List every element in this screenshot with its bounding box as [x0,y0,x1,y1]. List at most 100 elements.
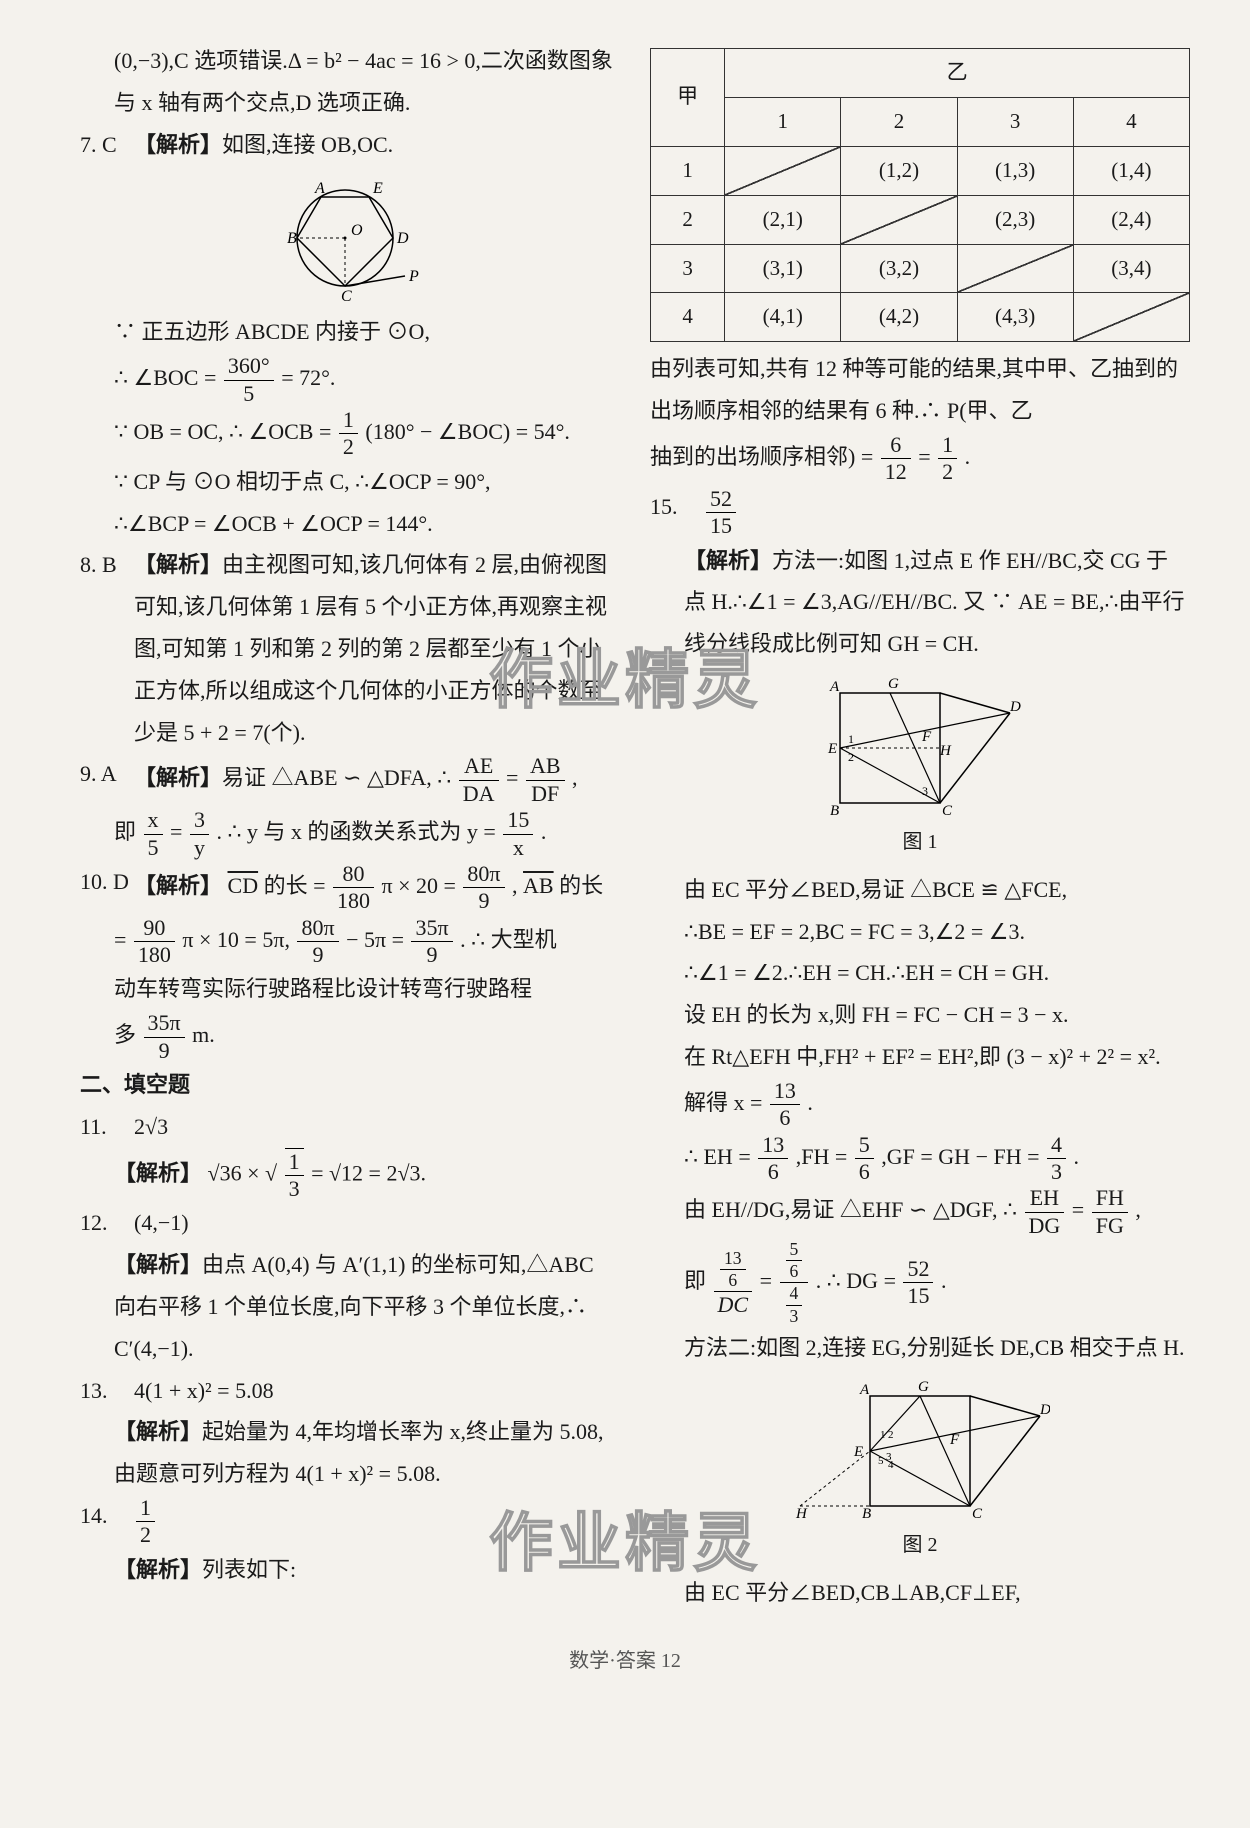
q12: 12. (4,−1) [80,1202,620,1244]
q7d-pre: ∵ OB = OC, ∴ ∠OCB = [114,419,337,444]
q15-c: ∴BE = EF = 2,BC = FC = 3,∠2 = ∠3. [650,911,1190,953]
svg-text:C: C [341,288,352,303]
q7-tag: 【解析】 [134,132,222,157]
q11-exp: 【解析】 √36 × √ 13 = √12 = 2√3. [80,1148,620,1203]
q7-line-b: ∵ 正五边形 ABCDE 内接于 ⊙O, [80,311,620,353]
q9-b: 即 x5 = 3y . ∴ y 与 x 的函数关系式为 y = 15x . [80,807,620,861]
q7-text-a: 如图,连接 OB,OC. [222,132,393,157]
q14: 14. 12 [80,1495,620,1549]
q8-body: 由主视图可知,该几何体有 2 层,由俯视图可知,该几何体第 1 层有 5 个小正… [134,552,607,744]
q7-num: 7. C [80,124,134,166]
q15-f: 在 Rt△EFH 中,FH² + EF² = EH²,即 (3 − x)² + … [650,1036,1190,1078]
fig1-caption: 图 1 [650,823,1190,861]
q10-num: 10. D [80,861,134,915]
q9: 9. A 【解析】易证 △ABE ∽ △DFA, ∴ AEDA = ABDF , [80,753,620,807]
q10-c: 动车转弯实际行驶路程比设计转弯行驶路程 [80,968,620,1010]
svg-text:B: B [862,1506,871,1522]
svg-text:P: P [408,268,419,285]
left-column: (0,−3),C 选项错误.Δ = b² − 4ac = 16 > 0,二次函数… [80,40,620,1614]
q15-k: 方法二:如图 2,连接 EG,分别延长 DE,CB 相交于点 H. [650,1327,1190,1369]
q9-tag: 【解析】 [134,765,222,790]
q7: 7. C 【解析】如图,连接 OB,OC. [80,124,620,166]
q15-figure-2: A G D E F B C H 12 534 图 2 [650,1376,1190,1564]
q7d-post: (180° − ∠BOC) = 54°. [365,419,570,444]
svg-text:H: H [939,743,952,759]
svg-text:A: A [829,679,840,695]
svg-text:3: 3 [922,784,928,798]
q13-num: 13. [80,1370,134,1412]
q7-line-c: ∴ ∠BOC = 360°5 = 72°. [80,353,620,407]
q7-line-f: ∴∠BCP = ∠OCB + ∠OCP = 144°. [80,503,620,545]
svg-text:H: H [795,1506,808,1522]
q15-e: 设 EH 的长为 x,则 FH = FC − CH = 3 − x. [650,994,1190,1036]
q9a-pre: 易证 △ABE ∽ △DFA, ∴ [222,765,457,790]
q15-h: ∴ EH = 136 ,FH = 56 ,GF = GH − FH = 43 . [650,1132,1190,1186]
svg-text:O: O [351,222,363,239]
q14-num: 14. [80,1495,134,1549]
svg-text:E: E [827,741,837,757]
fig2-caption: 图 2 [650,1526,1190,1564]
q8: 8. B 【解析】由主视图可知,该几何体有 2 层,由俯视图可知,该几何体第 1… [80,544,620,753]
q15-j: 即 136 DC = 56 43 . ∴ DG = 5215 . [650,1239,1190,1326]
svg-text:E: E [372,180,383,197]
q13: 13. 4(1 + x)² = 5.08 [80,1370,620,1412]
q10-d: 多 35π9 m. [80,1010,620,1064]
q15-num: 15. [650,486,704,540]
svg-text:D: D [1009,699,1021,715]
q7-figure: A E B D C O P [80,173,620,303]
q8-tag: 【解析】 [134,552,222,577]
svg-text:F: F [921,729,932,745]
page-footer: 数学·答案 12 [0,1644,1250,1673]
q14-exp: 【解析】列表如下: [80,1549,620,1591]
table-after-2: 抽到的出场顺序相邻) = 612 = 12 . [650,432,1190,486]
probability-table: 甲乙12341(1,2)(1,3)(1,4)2(2,1)(2,3)(2,4)3(… [650,48,1190,342]
page: 作业精灵 (0,−3),C 选项错误.Δ = b² − 4ac = 16 > 0… [0,0,1250,1644]
svg-text:2: 2 [888,1429,894,1441]
section-2-heading: 二、填空题 [80,1064,620,1106]
q13-ans: 4(1 + x)² = 5.08 [134,1370,620,1412]
q15-g: 解得 x = 136 . [650,1078,1190,1132]
q7c-post: = 72°. [281,365,335,390]
svg-text:C: C [942,803,953,819]
svg-text:B: B [287,230,297,247]
q7-line-e: ∵ CP 与 ⊙O 相切于点 C, ∴∠OCP = 90°, [80,461,620,503]
svg-text:G: G [888,676,899,692]
q12-ans: (4,−1) [134,1202,620,1244]
q12-exp: 【解析】由点 A(0,4) 与 A′(1,1) 的坐标可知,△ABC 向右平移 … [80,1244,620,1369]
q12-num: 12. [80,1202,134,1244]
svg-text:A: A [859,1382,870,1398]
q9-num: 9. A [80,753,134,807]
q15-b: 由 EC 平分∠BED,易证 △BCE ≌ △FCE, [650,869,1190,911]
svg-text:D: D [396,230,409,247]
q11: 11. 2√3 [80,1106,620,1148]
q8-num: 8. B [80,544,134,753]
q15-a: 【解析】方法一:如图 1,过点 E 作 EH//BC,交 CG 于点 H.∴∠1… [650,540,1190,665]
svg-text:D: D [1039,1402,1050,1418]
svg-text:2: 2 [848,750,854,764]
q13-exp: 【解析】起始量为 4,年均增长率为 x,终止量为 5.08,由题意可列方程为 4… [80,1411,620,1495]
svg-text:B: B [830,803,839,819]
q15: 15. 5215 [650,486,1190,540]
q11-ans: 2√3 [134,1106,620,1148]
svg-text:5: 5 [878,1455,884,1467]
q6-continuation: (0,−3),C 选项错误.Δ = b² − 4ac = 16 > 0,二次函数… [80,40,620,124]
svg-text:4: 4 [888,1459,894,1471]
q7c-pre: ∴ ∠BOC = [114,365,222,390]
q7-line-d: ∵ OB = OC, ∴ ∠OCB = 12 (180° − ∠BOC) = 5… [80,407,620,461]
q15-i: 由 EH//DG,易证 △EHF ∽ △DGF, ∴ EHDG = FHFG , [650,1185,1190,1239]
q11-num: 11. [80,1106,134,1148]
q10: 10. D 【解析】 CD 的长 = 80180 π × 20 = 80π9 ,… [80,861,620,915]
q10-tag: 【解析】 [134,873,222,898]
svg-text:C: C [972,1506,983,1522]
right-column: 甲乙12341(1,2)(1,3)(1,4)2(2,1)(2,3)(2,4)3(… [650,40,1190,1614]
svg-text:1: 1 [880,1429,886,1441]
svg-text:E: E [853,1444,863,1460]
svg-text:F: F [949,1432,960,1448]
svg-text:1: 1 [848,732,854,746]
q10-b: = 90180 π × 10 = 5π, 80π9 − 5π = 35π9 . … [80,915,620,969]
table-after-1: 由列表可知,共有 12 种等可能的结果,其中甲、乙抽到的出场顺序相邻的结果有 6… [650,348,1190,432]
q15-d: ∴∠1 = ∠2.∴EH = CH.∴EH = CH = GH. [650,952,1190,994]
svg-text:A: A [314,180,325,197]
q15-figure-1: A G D E F H B C 1 2 3 图 1 [650,673,1190,861]
q15-l: 由 EC 平分∠BED,CB⊥AB,CF⊥EF, [650,1572,1190,1614]
